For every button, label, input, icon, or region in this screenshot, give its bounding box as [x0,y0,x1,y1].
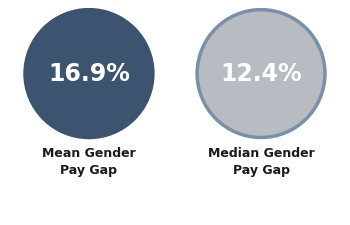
Text: 12.4%: 12.4% [220,62,302,86]
Circle shape [197,10,325,137]
Text: Mean Gender
Pay Gap: Mean Gender Pay Gap [42,147,136,177]
Text: Median Gender
Pay Gap: Median Gender Pay Gap [208,147,314,177]
Text: 16.9%: 16.9% [48,62,130,86]
Circle shape [25,10,153,137]
